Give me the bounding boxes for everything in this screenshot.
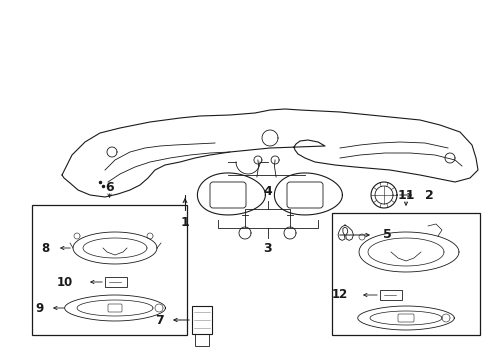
Text: 12: 12: [331, 288, 347, 302]
Text: 4: 4: [263, 185, 271, 198]
Bar: [379, 290, 401, 300]
Text: 11: 11: [396, 189, 414, 202]
Text: 5: 5: [382, 229, 391, 242]
Text: 9: 9: [35, 302, 43, 315]
Text: 7: 7: [155, 314, 164, 327]
Bar: [195, 334, 208, 346]
Text: 10: 10: [57, 275, 73, 288]
Bar: [32, 205, 186, 335]
Text: 3: 3: [263, 242, 272, 255]
Text: 1: 1: [180, 216, 189, 229]
Text: 2: 2: [424, 189, 433, 202]
Text: 8: 8: [41, 242, 49, 255]
Bar: [192, 306, 212, 334]
Bar: [331, 213, 479, 335]
Text: 6: 6: [105, 180, 114, 194]
Bar: [105, 277, 127, 287]
